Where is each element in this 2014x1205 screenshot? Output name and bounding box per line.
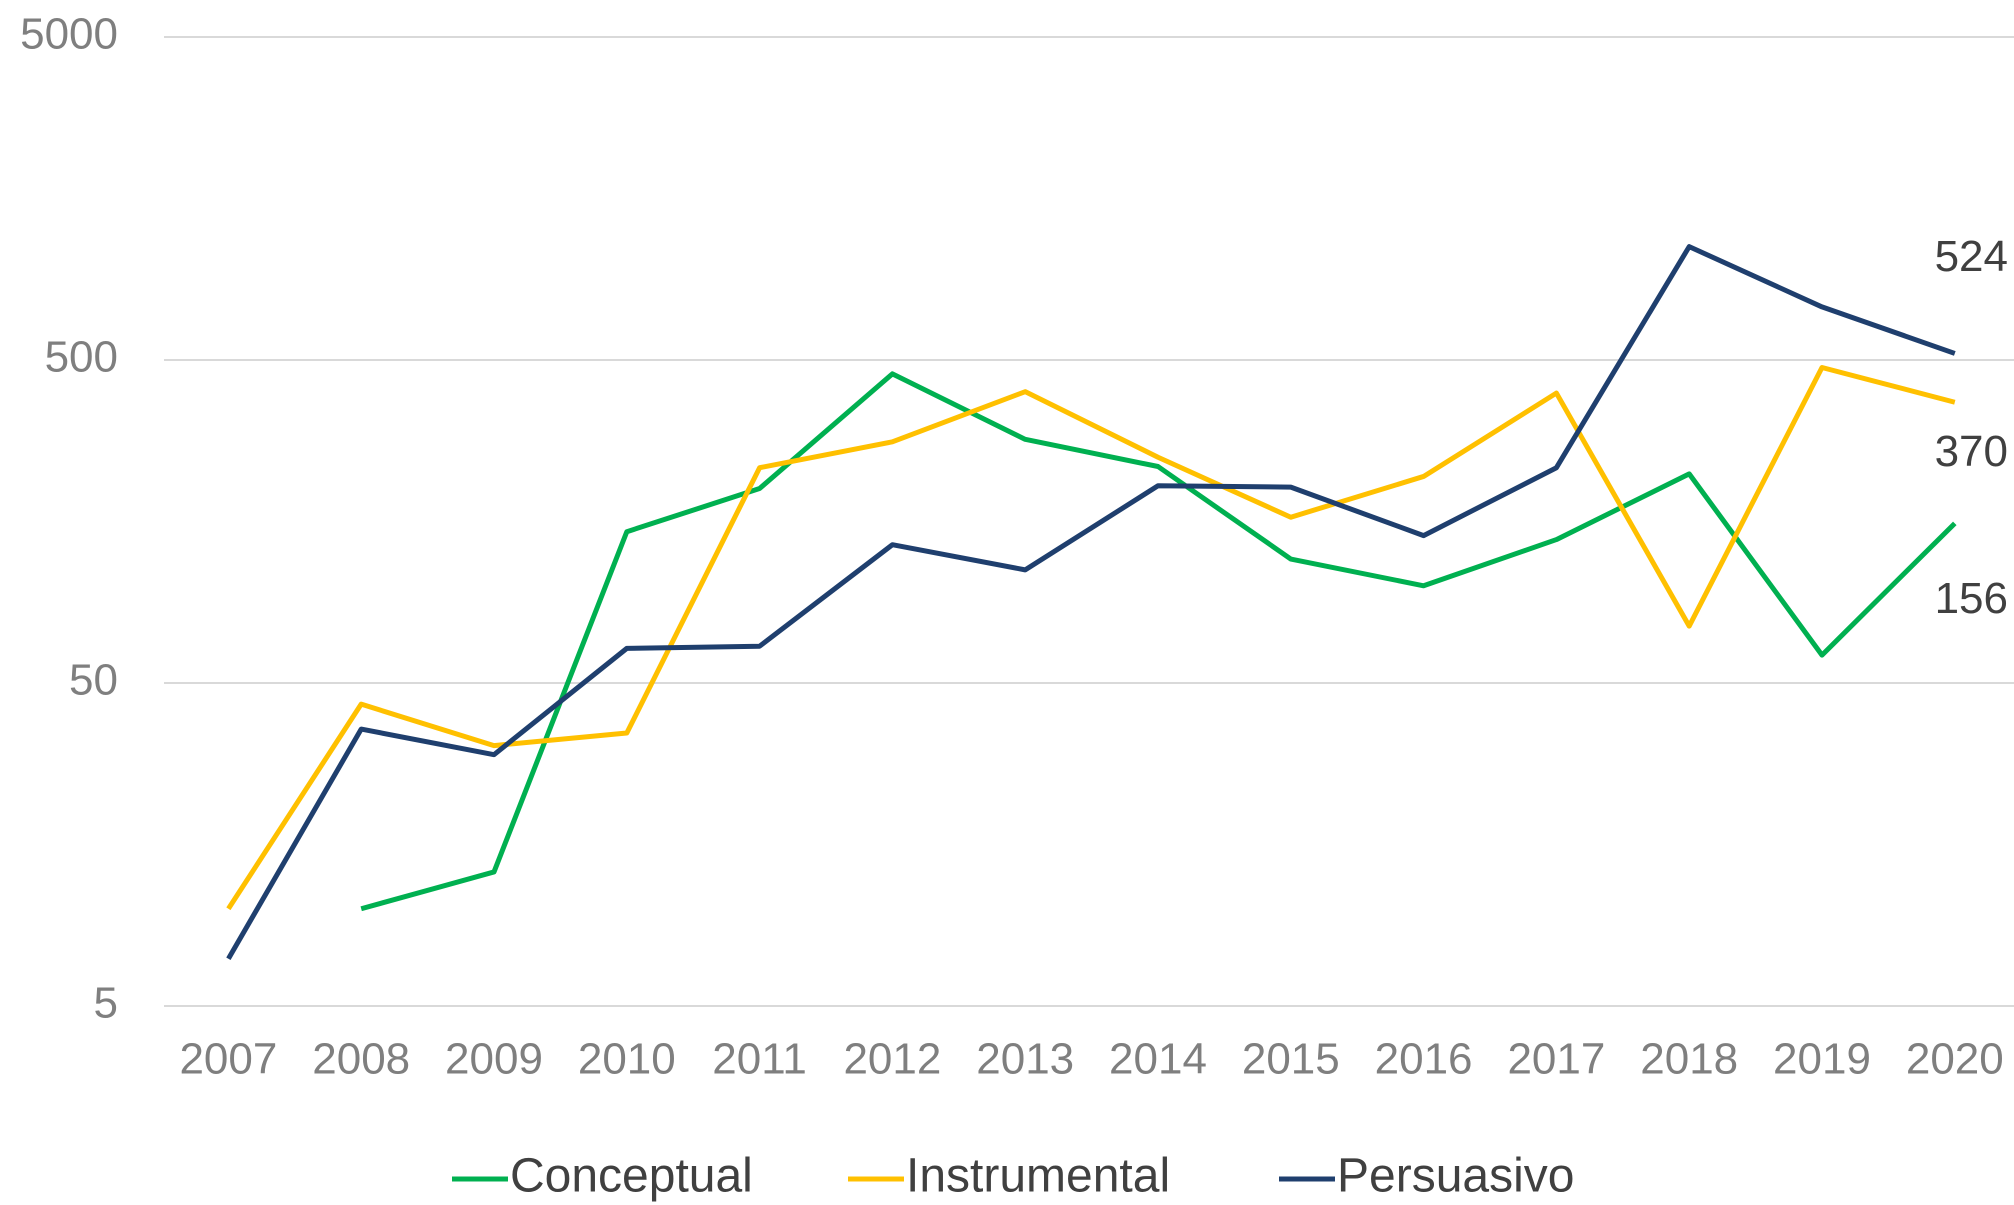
series-line bbox=[226, 364, 1956, 911]
series-line bbox=[360, 371, 1957, 912]
y-tick-label: 5 bbox=[94, 979, 118, 1028]
data-label: 156 bbox=[1935, 574, 2008, 623]
legend-label: Persuasivo bbox=[1337, 1150, 1574, 1203]
x-tick-label: 2015 bbox=[1242, 1035, 1340, 1084]
x-tick-label: 2013 bbox=[976, 1035, 1074, 1084]
x-tick-label: 2010 bbox=[578, 1035, 676, 1084]
x-tick-label: 2009 bbox=[445, 1035, 543, 1084]
x-tick-label: 2019 bbox=[1773, 1035, 1871, 1084]
x-tick-label: 2017 bbox=[1507, 1035, 1605, 1084]
x-tick-label: 2007 bbox=[179, 1035, 277, 1084]
x-tick-label: 2012 bbox=[843, 1035, 941, 1084]
series-line bbox=[226, 244, 1956, 961]
legend-label: Conceptual bbox=[510, 1150, 753, 1203]
y-tick-label: 5000 bbox=[20, 10, 118, 59]
data-label: 370 bbox=[1935, 427, 2008, 476]
x-tick-label: 2018 bbox=[1640, 1035, 1738, 1084]
x-tick-label: 2016 bbox=[1375, 1035, 1473, 1084]
y-tick-label: 50 bbox=[69, 656, 118, 705]
x-tick-label: 2020 bbox=[1906, 1035, 2004, 1084]
x-tick-label: 2011 bbox=[712, 1035, 807, 1084]
y-tick-label: 500 bbox=[45, 333, 118, 382]
x-tick-label: 2008 bbox=[312, 1035, 410, 1084]
x-tick-label: 2014 bbox=[1109, 1035, 1207, 1084]
legend-label: Instrumental bbox=[906, 1150, 1170, 1203]
data-label: 524 bbox=[1935, 232, 2008, 281]
